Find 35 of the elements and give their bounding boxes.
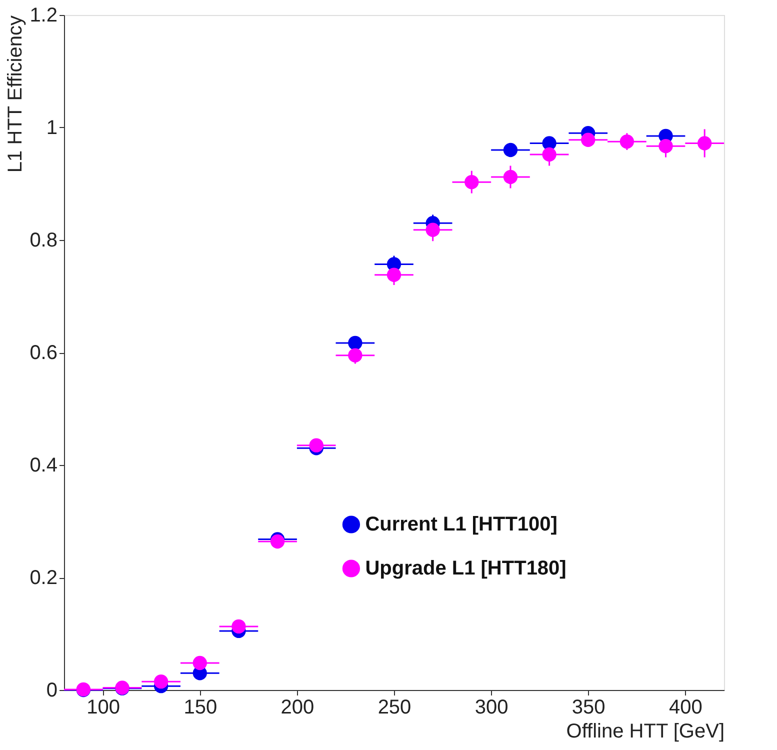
y-tick-label: 0.2 xyxy=(30,567,58,589)
x-tick-label: 300 xyxy=(474,696,508,718)
legend-label: Upgrade L1 [HTT180] xyxy=(365,558,566,580)
point xyxy=(464,175,479,190)
point xyxy=(154,674,168,689)
x-tick-label: 400 xyxy=(668,696,702,718)
point xyxy=(658,139,673,154)
point xyxy=(620,134,634,149)
point xyxy=(581,132,596,147)
x-tick-label: 250 xyxy=(378,696,412,718)
y-tick-label: 0.6 xyxy=(30,342,58,364)
y-tick-label: 0 xyxy=(46,680,58,702)
point xyxy=(503,142,518,158)
x-axis-title: Offline HTT [GeV] xyxy=(566,720,724,742)
point xyxy=(348,348,362,362)
point xyxy=(698,136,712,150)
y-tick-label: 1.2 xyxy=(30,4,58,26)
point xyxy=(503,170,518,184)
point xyxy=(426,222,440,237)
point xyxy=(386,268,402,282)
y-axis-title: L1 HTT Efficiency xyxy=(4,16,27,173)
x-tick-label: 200 xyxy=(280,696,314,718)
y-tick-label: 0.4 xyxy=(30,454,58,476)
x-tick-label: 100 xyxy=(86,696,120,718)
point xyxy=(232,619,246,634)
point xyxy=(192,656,207,670)
y-tick-label: 0.8 xyxy=(30,230,58,252)
point xyxy=(309,438,324,452)
point xyxy=(270,534,285,549)
legend-label: Current L1 [HTT100] xyxy=(365,514,558,536)
point xyxy=(542,147,556,162)
y-tick-label: 1 xyxy=(46,117,58,139)
x-tick-label: 350 xyxy=(572,696,606,718)
x-tick-label: 150 xyxy=(184,696,218,718)
point xyxy=(348,336,362,350)
